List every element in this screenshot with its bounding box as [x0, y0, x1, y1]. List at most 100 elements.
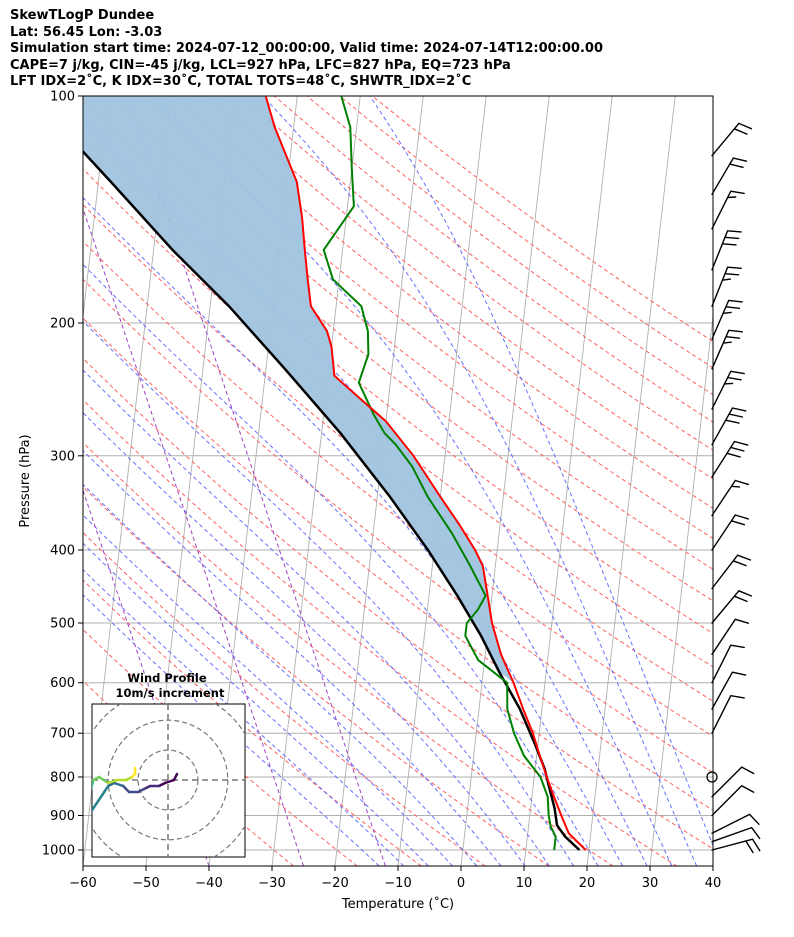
- cape-line: CAPE=7 j/kg, CIN=-45 j/kg, LCL=927 hPa, …: [10, 57, 511, 73]
- location-line: Lat: 56.45 Lon: -3.03: [10, 24, 163, 40]
- moist-adiabat-line: [83, 449, 502, 866]
- wind-barb: [711, 190, 745, 230]
- hodograph-segment: [121, 784, 131, 794]
- isotherm-line: [776, 96, 794, 866]
- wind-barb: [711, 407, 747, 446]
- dry-adiabat-line: [83, 399, 678, 866]
- index-line: LFT IDX=2˚C, K IDX=30˚C, TOTAL TOTS=48˚C…: [10, 74, 472, 89]
- mixing-ratio-line: [83, 207, 304, 866]
- mixing-ratio-line: [126, 96, 386, 866]
- moist-adiabat-line: [83, 594, 380, 866]
- dry-adiabat-line: [176, 96, 713, 509]
- mixing-ratio-line: [83, 864, 84, 866]
- wind-barb: [711, 122, 753, 157]
- sounding-lines: [83, 96, 587, 851]
- y-tick-label: 700: [50, 727, 75, 742]
- hodograph-segment: [92, 802, 98, 813]
- wind-barb: [711, 554, 752, 590]
- dry-adiabat-line: [83, 99, 713, 602]
- wind-barb: [711, 813, 760, 834]
- x-tick-label: 20: [579, 876, 596, 891]
- moist-adiabat-line: [83, 412, 526, 866]
- moist-adiabat-line: [262, 96, 698, 866]
- hodograph-inset: Wind Profile 10m/s increment: [84, 671, 246, 858]
- hodograph-plot: [84, 704, 245, 857]
- wind-barb: [711, 329, 743, 370]
- y-tick-label: 100: [50, 90, 75, 105]
- x-axis-label: Temperature (˚C): [341, 896, 454, 912]
- moist-adiabat-line: [83, 542, 429, 866]
- y-tick-label: 200: [50, 317, 75, 332]
- x-tick-label: −40: [195, 876, 222, 891]
- moist-adiabat-line: [83, 320, 575, 866]
- hodograph-title: Wind Profile: [127, 671, 207, 685]
- cape-shading: [83, 96, 514, 683]
- hodograph-segment: [94, 793, 104, 806]
- y-tick-label: 900: [50, 809, 75, 824]
- hodograph-segment: [163, 778, 176, 785]
- hodograph-segment: [97, 775, 110, 785]
- wind-barb: [711, 370, 745, 410]
- wind-barb: [711, 838, 761, 854]
- isotherm-line: [523, 96, 613, 866]
- y-tick-label: 300: [50, 449, 75, 464]
- wind-barb: [711, 671, 747, 710]
- x-tick-label: −50: [132, 876, 159, 891]
- isotherm-line: [649, 312, 713, 866]
- moist-adiabat-line: [83, 568, 405, 866]
- hodograph-segment: [112, 781, 125, 788]
- hodograph-segment: [87, 792, 90, 804]
- dewpoint-line: [322, 96, 557, 851]
- moist-adiabat-line: [83, 369, 550, 866]
- wind-barb: [711, 766, 755, 798]
- wind-barb: [711, 440, 749, 478]
- dry-adiabat-line: [83, 628, 358, 866]
- parcel-profile-line: [83, 149, 581, 851]
- y-tick-label: 400: [50, 544, 75, 559]
- x-tick-label: 40: [705, 876, 722, 891]
- hodograph-segment: [106, 778, 119, 785]
- background-lines: [83, 96, 794, 866]
- chart-title: SkewTLogP Dundee: [10, 8, 155, 23]
- temperature-line: [264, 96, 587, 851]
- wind-barb-calm: [706, 771, 718, 783]
- y-axis-label: Pressure (hPa): [18, 434, 33, 527]
- x-tick-label: −60: [69, 876, 96, 891]
- dry-adiabat-line: [83, 357, 713, 850]
- x-tick-label: −10: [384, 876, 411, 891]
- y-tick-label: 800: [50, 771, 75, 786]
- time-line: Simulation start time: 2024-07-12_00:00:…: [10, 41, 603, 56]
- isotherm-line: [712, 862, 713, 866]
- wind-barb: [711, 644, 745, 684]
- isotherm-line: [271, 96, 361, 866]
- moist-adiabat-line: [83, 483, 478, 866]
- hodograph-segment: [100, 784, 110, 797]
- dry-adiabat-line: [241, 96, 713, 451]
- wind-barb: [711, 785, 755, 817]
- hodograph-segment: [84, 804, 87, 816]
- hodograph-subtitle: 10m/s increment: [116, 686, 225, 700]
- wind-barb: [711, 695, 745, 734]
- x-tick-label: 10: [516, 876, 533, 891]
- dry-adiabat-line: [110, 96, 713, 570]
- wind-barb: [711, 157, 748, 195]
- y-tick-label: 600: [50, 676, 75, 691]
- wind-barb: [711, 618, 749, 655]
- x-axis: −60 −50 −40 −30 −20 −10 0 10 20 30 40: [69, 866, 721, 891]
- dry-adiabat-line: [371, 96, 713, 343]
- isotherm-line: [460, 96, 550, 866]
- x-tick-label: −20: [321, 876, 348, 891]
- dry-adiabat-line: [83, 317, 713, 811]
- wind-barb: [711, 514, 749, 551]
- x-tick-label: 30: [642, 876, 659, 891]
- hodograph-segment: [84, 816, 87, 822]
- wind-barb: [711, 299, 743, 340]
- y-tick-label: 500: [50, 617, 75, 632]
- moist-adiabat-line: [83, 263, 599, 866]
- moist-adiabat-line: [152, 96, 673, 866]
- wind-barb: [711, 230, 742, 271]
- dry-adiabat-line: [83, 204, 713, 702]
- dry-adiabat-line: [83, 486, 550, 866]
- dry-adiabat-line: [274, 96, 713, 423]
